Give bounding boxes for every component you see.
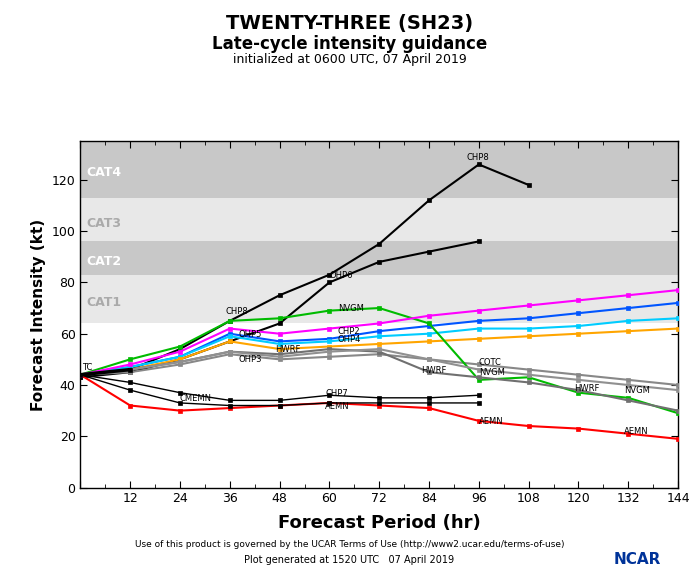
Text: NVGM: NVGM	[624, 386, 650, 395]
Text: Plot generated at 1520 UTC   07 April 2019: Plot generated at 1520 UTC 07 April 2019	[245, 556, 454, 565]
Text: CHP2: CHP2	[338, 327, 360, 336]
Text: Late-cycle intensity guidance: Late-cycle intensity guidance	[212, 35, 487, 53]
Text: HWRF: HWRF	[575, 384, 600, 393]
Bar	[80, 241, 678, 275]
Text: Use of this product is governed by the UCAR Terms of Use (http://www2.ucar.edu/t: Use of this product is governed by the U…	[135, 540, 564, 549]
Text: CHP8: CHP8	[466, 153, 489, 162]
Text: NVGM: NVGM	[479, 368, 505, 377]
Bar	[80, 275, 678, 324]
Text: HWRF: HWRF	[421, 366, 446, 374]
Text: CAT1: CAT1	[87, 297, 122, 309]
Text: OHP5: OHP5	[238, 330, 261, 339]
Text: CMEMN: CMEMN	[180, 394, 212, 403]
Text: OHP6: OHP6	[329, 271, 353, 280]
Text: AEMN: AEMN	[624, 428, 649, 436]
Text: AEMN: AEMN	[325, 402, 350, 411]
X-axis label: Forecast Period (hr): Forecast Period (hr)	[278, 514, 481, 532]
Text: OHP4: OHP4	[338, 335, 361, 344]
Text: CAT3: CAT3	[87, 217, 122, 230]
Text: initialized at 0600 UTC, 07 April 2019: initialized at 0600 UTC, 07 April 2019	[233, 53, 466, 66]
Text: COTC: COTC	[479, 358, 502, 367]
Bar	[80, 136, 678, 198]
Text: OHP3: OHP3	[238, 355, 261, 365]
Text: CAT2: CAT2	[87, 256, 122, 268]
Text: CHP8: CHP8	[226, 307, 248, 316]
Text: CHP7: CHP7	[325, 389, 348, 398]
Text: TWENTY-THREE (SH23): TWENTY-THREE (SH23)	[226, 14, 473, 33]
Text: TC: TC	[82, 363, 93, 372]
Bar	[80, 198, 678, 241]
Text: HWRF: HWRF	[275, 345, 301, 354]
Text: CAT4: CAT4	[87, 166, 122, 179]
Y-axis label: Forecast Intensity (kt): Forecast Intensity (kt)	[31, 219, 46, 410]
Text: NCAR: NCAR	[613, 552, 661, 567]
Text: AEMN: AEMN	[479, 417, 503, 426]
Text: NVGM: NVGM	[338, 304, 363, 313]
